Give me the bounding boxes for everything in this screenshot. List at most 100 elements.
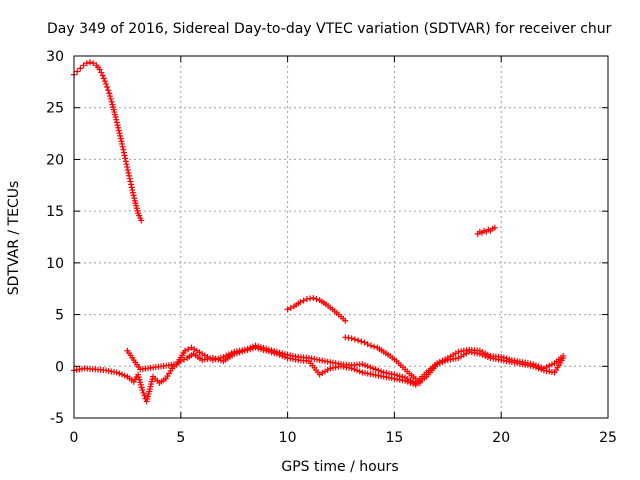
data-point	[141, 392, 148, 399]
data-point	[287, 304, 294, 311]
data-point	[532, 362, 539, 369]
data-point	[107, 95, 114, 102]
data-point	[540, 365, 547, 372]
data-point	[271, 348, 278, 355]
data-point	[249, 343, 256, 350]
data-point	[372, 366, 379, 373]
data-point	[370, 365, 377, 372]
data-point	[104, 84, 111, 91]
data-point	[402, 374, 409, 381]
data-point	[124, 164, 131, 171]
data-points	[71, 59, 567, 405]
data-point	[548, 361, 555, 368]
data-point	[265, 346, 272, 353]
data-point	[126, 172, 133, 179]
y-tick-label: 20	[46, 152, 64, 168]
data-point	[361, 339, 368, 346]
data-point	[351, 336, 358, 343]
data-point	[83, 60, 90, 67]
axis-ticks: 0 5 10 15 20 25 -5 0 5 10 15 20 25 30	[46, 49, 617, 446]
data-point	[77, 65, 84, 72]
data-point	[106, 90, 113, 97]
data-point	[130, 192, 137, 199]
data-point	[128, 181, 135, 188]
data-point	[87, 59, 94, 66]
data-point	[121, 152, 128, 159]
data-point	[506, 356, 513, 363]
data-point	[225, 351, 232, 358]
data-point	[276, 349, 283, 356]
data-point	[310, 295, 317, 302]
data-point	[404, 375, 411, 382]
y-tick-label: 5	[55, 308, 64, 324]
data-point	[410, 378, 417, 385]
data-point	[129, 187, 136, 194]
y-tick-label: 30	[46, 49, 64, 65]
data-point	[362, 362, 369, 369]
data-point	[500, 354, 507, 361]
data-point	[138, 217, 145, 224]
x-axis-label: GPS time / hours	[281, 459, 398, 475]
data-point	[364, 363, 371, 370]
x-tick-label: 15	[385, 430, 403, 446]
data-point	[371, 343, 378, 350]
data-point	[212, 356, 219, 363]
data-point	[503, 355, 510, 362]
data-point	[127, 178, 134, 185]
data-point	[74, 68, 81, 75]
data-point	[247, 344, 254, 351]
x-tick-label: 5	[176, 430, 185, 446]
data-point	[498, 353, 505, 360]
data-point	[476, 347, 483, 354]
data-point	[484, 351, 491, 358]
data-point	[128, 184, 135, 191]
data-point	[268, 347, 275, 354]
data-point	[348, 335, 355, 342]
data-point	[113, 369, 120, 376]
data-point	[96, 66, 103, 73]
data-point	[281, 351, 288, 358]
data-point	[313, 296, 320, 303]
data-point	[538, 364, 545, 371]
data-point	[394, 372, 401, 379]
data-point	[124, 166, 131, 173]
y-tick-label: 25	[46, 101, 64, 117]
data-point	[116, 130, 123, 137]
data-point	[182, 347, 189, 354]
y-tick-label: 0	[55, 359, 64, 375]
data-point	[116, 370, 123, 377]
data-point	[185, 346, 192, 353]
data-point	[126, 175, 133, 182]
data-point	[560, 352, 567, 359]
data-point	[543, 364, 550, 371]
data-point	[479, 349, 486, 356]
data-point	[80, 62, 87, 69]
data-point	[100, 75, 107, 82]
data-point	[119, 140, 126, 147]
data-point	[364, 341, 371, 348]
data-point	[530, 361, 537, 368]
data-point	[260, 344, 267, 351]
data-point	[342, 317, 349, 324]
x-tick-label: 20	[492, 430, 510, 446]
data-point	[367, 364, 374, 371]
data-point	[378, 368, 385, 375]
data-point	[99, 72, 106, 79]
data-point	[112, 114, 119, 121]
data-point	[107, 93, 114, 100]
data-point	[122, 158, 129, 165]
chart-title: Day 349 of 2016, Sidereal Day-to-day VTE…	[47, 21, 612, 37]
data-point	[120, 149, 127, 156]
data-point	[252, 342, 259, 349]
data-point	[115, 124, 122, 131]
plot-border	[73, 55, 609, 419]
data-point	[103, 80, 110, 87]
data-point	[220, 353, 227, 360]
data-point	[356, 368, 363, 375]
data-point	[257, 344, 264, 351]
data-point	[105, 87, 112, 94]
data-point	[122, 155, 129, 162]
data-point	[535, 363, 542, 370]
data-point	[228, 350, 235, 357]
